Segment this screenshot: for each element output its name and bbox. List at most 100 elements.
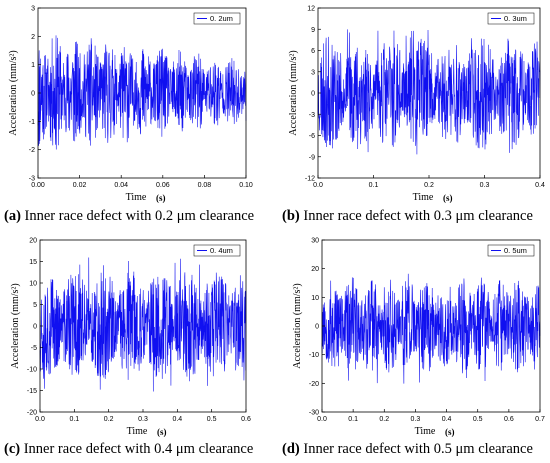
- y-tick-label-b: 3: [311, 69, 315, 76]
- caption-c: (c) Inner race defect with 0.4 μm cleara…: [4, 441, 253, 458]
- y-tick-label-d: -10: [309, 352, 319, 359]
- y-axis-label-a: Acceleration (mm/s²): [8, 50, 19, 135]
- caption-b-tag: (b): [282, 208, 300, 224]
- caption-d-tag: (d): [282, 441, 300, 457]
- y-tick-label-b: -6: [309, 133, 315, 140]
- x-tick-label-a: 0.00: [31, 182, 45, 189]
- legend-box-b: [487, 12, 535, 25]
- x-axis-unit-b: (s): [443, 193, 453, 203]
- chart-b-svg: 0.0 0.1 0.2 0.3 0.4 -12 -9 -6 -3 0 3 6 9 12 Time (s) Acc…: [288, 6, 545, 204]
- y-tick-label-d: 0: [315, 324, 319, 331]
- legend-label-c: 0. 4um: [210, 246, 233, 255]
- y-tick-label-b: -3: [309, 112, 315, 119]
- caption-d-text: Inner race defect with 0.5 μm clearance: [299, 441, 533, 457]
- x-tick-label-a: 0.04: [114, 182, 128, 189]
- y-tick-label-b: 9: [311, 27, 315, 34]
- x-tick-label-c: 0.3: [138, 416, 148, 423]
- y-tick-label-a: 0: [31, 91, 35, 98]
- y-tick-label-c: 15: [29, 259, 37, 266]
- x-tick-label-b: 0.4: [535, 182, 545, 189]
- y-axis-label-d: Acceleration (mm/s²): [292, 283, 303, 368]
- x-tick-label-b: 0.2: [424, 182, 434, 189]
- legend-label-b: 0. 3um: [504, 14, 527, 23]
- chart-c-svg: 0.0 0.1 0.2 0.3 0.4 0.5 0.6 -20 -15 -10 -5 0 5 10 15 20…: [10, 238, 251, 438]
- x-tick-label-c: 0.6: [241, 416, 251, 423]
- y-tick-label-d: 20: [311, 266, 319, 273]
- y-tick-label-a: -1: [29, 119, 35, 126]
- series-line-c: [39, 257, 247, 392]
- x-tick-label-c: 0.4: [172, 416, 182, 423]
- x-axis-unit-a: (s): [156, 193, 166, 203]
- x-axis-label-d: Time: [415, 426, 436, 437]
- x-tick-label-d: 0.6: [504, 416, 514, 423]
- chart-panel-a: 0.00 0.02 0.04 0.06 0.08 0.10 -3 -2 -1 0 1 2 3 Time (s…: [0, 0, 260, 210]
- y-tick-label-d: -20: [309, 381, 319, 388]
- x-tick-label-a: 0.06: [156, 182, 170, 189]
- y-axis-label-c: Acceleration (mm/s²): [10, 283, 21, 368]
- x-tick-label-d: 0.0: [317, 416, 327, 423]
- y-tick-label-d: -30: [309, 410, 319, 417]
- x-tick-label-c: 0.5: [207, 416, 217, 423]
- x-tick-label-b: 0.1: [369, 182, 379, 189]
- y-tick-label-a: 2: [31, 34, 35, 41]
- x-axis-label-c: Time: [127, 426, 148, 437]
- y-tick-label-a: 1: [31, 62, 35, 69]
- chart-panel-b: 0.0 0.1 0.2 0.3 0.4 -12 -9 -6 -3 0 3 6 9 12 Time (s) Acc…: [278, 0, 550, 210]
- y-tick-label-c: -15: [27, 388, 37, 395]
- y-tick-label-c: 20: [29, 238, 37, 245]
- y-tick-label-d: 30: [311, 238, 319, 245]
- y-tick-label-b: -12: [305, 176, 315, 183]
- x-axis-unit-c: (s): [157, 427, 167, 437]
- legend-label-d: 0. 5um: [504, 246, 527, 255]
- y-tick-label-b: 12: [307, 6, 315, 13]
- y-tick-label-c: 10: [29, 281, 37, 288]
- x-tick-label-a: 0.08: [198, 182, 212, 189]
- x-axis-label-b: Time: [413, 192, 434, 203]
- caption-b-text: Inner race defect with 0.3 μm clearance: [299, 208, 533, 224]
- x-tick-label-b: 0.0: [313, 182, 323, 189]
- x-tick-label-b: 0.3: [480, 182, 490, 189]
- series-line-b: [317, 29, 541, 155]
- caption-d: (d) Inner race defect with 0.5 μm cleara…: [282, 441, 533, 458]
- y-tick-label-c: -20: [27, 410, 37, 417]
- x-tick-label-a: 0.10: [239, 182, 253, 189]
- series-line-d: [321, 273, 541, 384]
- y-tick-label-b: -9: [309, 154, 315, 161]
- y-tick-label-a: -3: [29, 176, 35, 183]
- legend-box-d: [487, 244, 535, 257]
- caption-a: (a) Inner race defect with 0.2 μm cleara…: [4, 208, 254, 225]
- x-tick-label-d: 0.7: [535, 416, 545, 423]
- chart-d-svg: 0.0 0.1 0.2 0.3 0.4 0.5 0.6 0.7 -30 -20 -10 0 10 20 30…: [292, 238, 545, 438]
- chart-panel-d: 0.0 0.1 0.2 0.3 0.4 0.5 0.6 0.7 -30 -20 -10 0 10 20 30…: [278, 232, 550, 442]
- y-tick-label-c: 5: [33, 302, 37, 309]
- x-axis-label-a: Time: [126, 192, 147, 203]
- chart-a-svg: 0.00 0.02 0.04 0.06 0.08 0.10 -3 -2 -1 0 1 2 3 Time (s…: [8, 6, 253, 204]
- y-tick-label-c: -10: [27, 367, 37, 374]
- y-axis-label-b: Acceleration (mm/s²): [288, 50, 299, 135]
- caption-b: (b) Inner race defect with 0.3 μm cleara…: [282, 208, 533, 225]
- x-tick-label-c: 0.1: [69, 416, 79, 423]
- caption-c-text: Inner race defect with 0.4 μm clearance: [20, 441, 254, 457]
- legend-box-a: [193, 12, 241, 25]
- y-tick-label-c: 0: [33, 324, 37, 331]
- legend-label-a: 0. 2um: [210, 14, 233, 23]
- x-tick-label-d: 0.5: [473, 416, 483, 423]
- x-tick-label-a: 0.02: [73, 182, 87, 189]
- y-tick-label-a: 3: [31, 6, 35, 13]
- x-tick-label-d: 0.3: [411, 416, 421, 423]
- x-tick-label-c: 0.0: [35, 416, 45, 423]
- series-line-a: [37, 35, 247, 150]
- y-tick-label-b: 0: [311, 91, 315, 98]
- x-tick-label-d: 0.2: [379, 416, 389, 423]
- y-tick-label-d: 10: [311, 295, 319, 302]
- caption-c-tag: (c): [4, 441, 21, 457]
- legend-box-c: [193, 244, 241, 257]
- x-tick-label-d: 0.1: [348, 416, 358, 423]
- caption-a-tag: (a): [4, 208, 21, 224]
- y-tick-label-c: -5: [31, 345, 37, 352]
- x-axis-unit-d: (s): [445, 427, 455, 437]
- x-tick-label-d: 0.4: [442, 416, 452, 423]
- chart-panel-c: 0.0 0.1 0.2 0.3 0.4 0.5 0.6 -20 -15 -10 -5 0 5 10 15 20…: [0, 232, 260, 442]
- caption-a-text: Inner race defect with 0.2 μm clearance: [20, 208, 255, 224]
- y-tick-label-b: 6: [311, 48, 315, 55]
